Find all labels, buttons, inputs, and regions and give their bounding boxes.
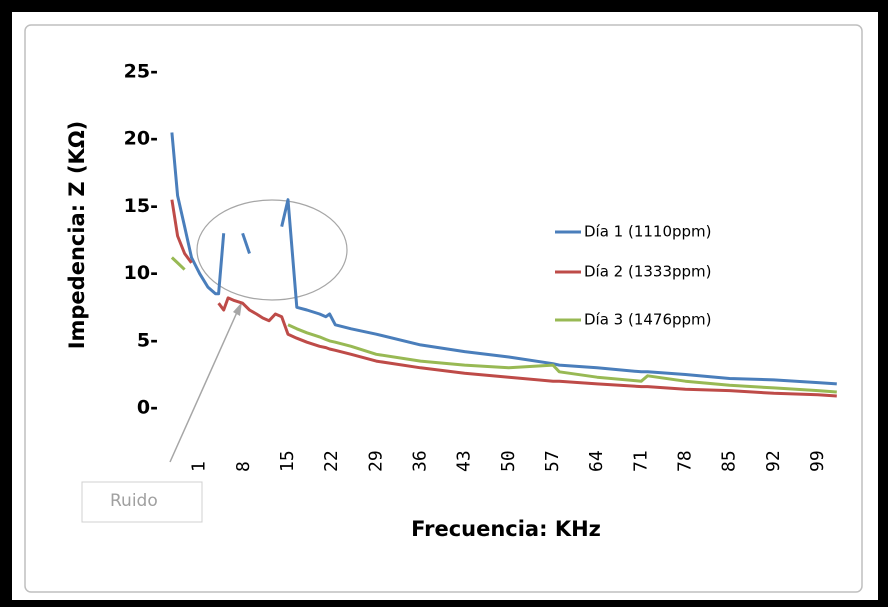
chart-frame xyxy=(24,24,863,593)
x-tick-label: 78 xyxy=(674,450,695,472)
annotation-box xyxy=(81,481,203,523)
y-tick-label: 5- xyxy=(137,329,158,351)
x-tick-label: 43 xyxy=(454,450,475,472)
x-tick-label: 50 xyxy=(498,450,519,472)
x-axis-label: Frecuencia: KHz xyxy=(411,517,601,541)
x-tick-label: 8 xyxy=(233,461,254,472)
x-tick-label: 1 xyxy=(189,461,210,472)
series-line xyxy=(287,323,837,394)
y-axis-label: Impedencia: Z (KΩ) xyxy=(65,121,89,350)
y-tick-label: 20- xyxy=(124,128,158,150)
x-tick-label: 99 xyxy=(807,450,828,472)
x-tick-label: 64 xyxy=(586,450,607,472)
x-tick-label: 92 xyxy=(763,450,784,472)
x-tick-label: 71 xyxy=(630,450,651,472)
legend-label: Día 2 (1333ppm) xyxy=(584,263,712,281)
y-tick-label: 15- xyxy=(124,195,158,217)
x-tick-label: 22 xyxy=(321,450,342,472)
series-line xyxy=(170,256,186,271)
x-tick-label: 36 xyxy=(409,450,430,472)
series-line xyxy=(170,132,226,296)
legend-label: Día 1 (1110ppm) xyxy=(584,223,712,241)
y-tick-label: 10- xyxy=(124,262,158,284)
y-tick-label: 25- xyxy=(124,61,158,83)
series-line xyxy=(241,232,251,254)
x-tick-label: 85 xyxy=(719,450,740,472)
x-tick-label: 15 xyxy=(277,450,298,472)
x-tick-label: 57 xyxy=(542,450,563,472)
arrow-head xyxy=(233,302,242,316)
series-line xyxy=(170,199,193,264)
legend-label: Día 3 (1476ppm) xyxy=(584,311,712,329)
y-tick-label: 0- xyxy=(137,397,158,419)
annotation-text: Ruido xyxy=(110,491,158,511)
noise-ellipse xyxy=(196,199,348,301)
x-tick-label: 29 xyxy=(365,450,386,472)
series-line xyxy=(217,296,837,398)
annotation-arrow xyxy=(169,309,239,463)
series-line xyxy=(280,198,837,386)
